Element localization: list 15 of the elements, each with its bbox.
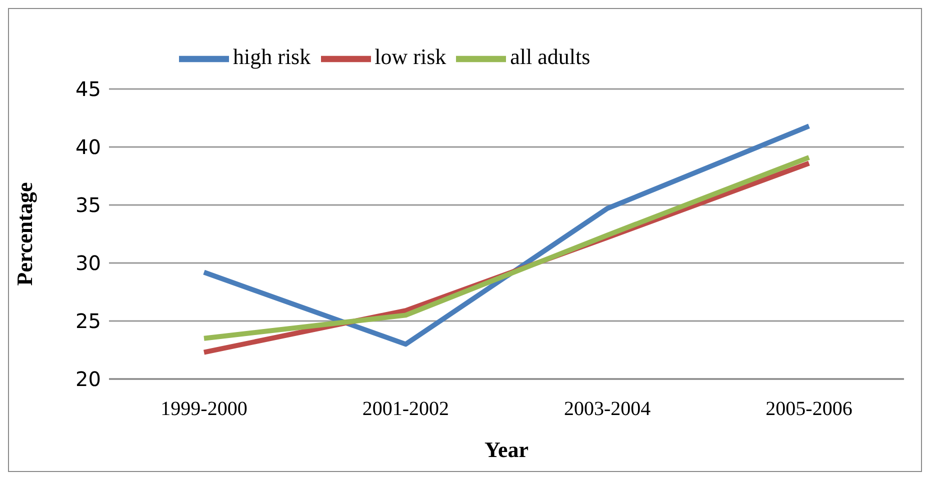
y-tick-label: 25	[76, 309, 101, 334]
legend-label: all adults	[510, 44, 590, 70]
x-tick-label: 2001-2002	[362, 398, 450, 420]
y-tick-label: 35	[76, 193, 101, 218]
legend-label: high risk	[233, 44, 311, 70]
x-tick-label: 1999-2000	[160, 398, 248, 420]
y-tick-label: 20	[76, 367, 101, 392]
y-tick-label: 45	[76, 77, 101, 102]
legend-label: low risk	[374, 44, 446, 70]
x-axis-title: Year	[484, 437, 529, 462]
y-axis-title: Percentage	[12, 182, 37, 286]
x-tick-label: 2003-2004	[564, 398, 651, 420]
x-tick-label: 2005-2006	[766, 398, 852, 420]
y-tick-label: 30	[76, 251, 101, 276]
y-tick-label: 40	[76, 135, 101, 160]
